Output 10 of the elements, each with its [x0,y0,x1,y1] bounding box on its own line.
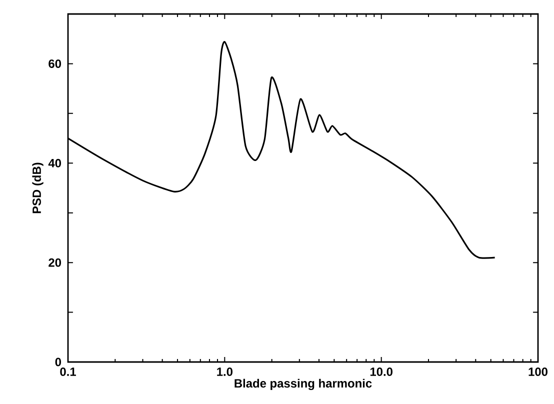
x-tick-label: 1.0 [217,368,232,376]
x-axis-title: Blade passing harmonic [234,378,372,390]
y-axis-title: PSD (dB) [32,162,44,214]
y-tick-label: 20 [48,258,61,267]
y-tick-label: 40 [48,158,61,168]
x-tick-label: 100 [528,368,548,376]
x-tick-label: 10.0 [370,368,392,376]
y-tick-label: 0 [55,358,61,366]
y-tick-label: 60 [48,59,61,68]
x-tick-label: 0.1 [60,368,76,376]
